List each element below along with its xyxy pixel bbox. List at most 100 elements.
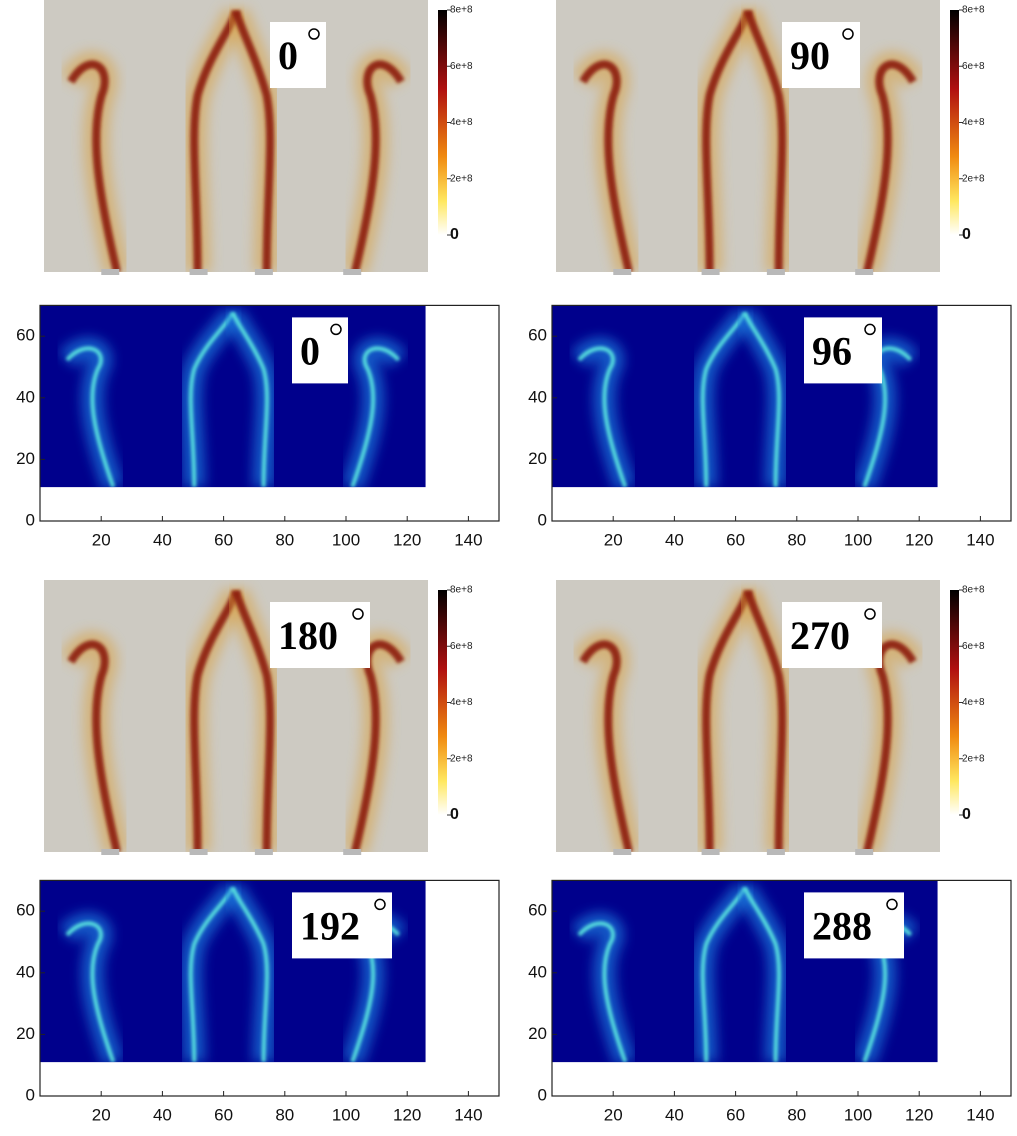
colorbar-tick-label: 8e+8 [962, 585, 985, 596]
x-tick-label: 60 [726, 530, 745, 549]
y-tick-label: 20 [528, 1024, 547, 1043]
x-tick-label: 20 [604, 1105, 623, 1124]
colorbar-tick-label: 6e+8 [450, 641, 473, 652]
colorbar-tick-label: 2e+8 [450, 173, 473, 184]
colorbar-tick-label: 0 [450, 226, 459, 243]
y-tick-label: 40 [528, 962, 547, 981]
x-tick-label: 120 [905, 530, 933, 549]
x-tick-label: 140 [966, 530, 994, 549]
x-tick-label: 80 [275, 1105, 294, 1124]
colorbar-tick-label: 4e+8 [962, 117, 985, 128]
y-tick-label: 60 [16, 901, 35, 920]
colorbar-tick-label: 2e+8 [962, 173, 985, 184]
x-tick-label: 60 [214, 1105, 233, 1124]
x-tick-label: 60 [726, 1105, 745, 1124]
nozzle [855, 269, 873, 275]
x-tick-label: 40 [153, 1105, 172, 1124]
y-tick-label: 60 [528, 326, 547, 345]
colorbar-tick-label: 8e+8 [450, 5, 473, 16]
y-tick-label: 0 [26, 510, 35, 529]
y-tick-label: 60 [528, 901, 547, 920]
x-tick-label: 20 [92, 1105, 111, 1124]
x-tick-label: 60 [214, 530, 233, 549]
x-tick-label: 100 [332, 1105, 360, 1124]
colorbar-tick-label: 2e+8 [450, 753, 473, 764]
nozzle [190, 849, 208, 855]
colorbar-tick-label: 6e+8 [450, 61, 473, 72]
y-tick-label: 40 [16, 387, 35, 406]
nozzle [343, 269, 361, 275]
experiment-panel: 20 40 60 80 100 120 140 0 20 40 60 0 [16, 305, 499, 549]
nozzle [101, 269, 119, 275]
angle-label: 90 [790, 33, 830, 78]
y-tick-label: 20 [16, 1024, 35, 1043]
x-tick-label: 140 [454, 530, 482, 549]
angle-label: 192 [300, 904, 360, 949]
simulation-panel: 8e+8 6e+8 4e+8 2e+8 0 90 [556, 0, 985, 275]
nozzle [767, 269, 785, 275]
colorbar [950, 590, 959, 815]
x-tick-label: 120 [905, 1105, 933, 1124]
x-tick-label: 140 [454, 1105, 482, 1124]
x-tick-label: 80 [787, 530, 806, 549]
nozzle [101, 849, 119, 855]
simulation-panel: 8e+8 6e+8 4e+8 2e+8 0 270 [556, 580, 985, 855]
colorbar-tick-label: 6e+8 [962, 61, 985, 72]
angle-label: 0 [278, 33, 298, 78]
colorbar-tick-label: 4e+8 [450, 697, 473, 708]
x-tick-label: 80 [275, 530, 294, 549]
angle-label: 180 [278, 613, 338, 658]
y-tick-label: 20 [528, 449, 547, 468]
angle-label: 270 [790, 613, 850, 658]
x-tick-label: 20 [92, 530, 111, 549]
nozzle [855, 849, 873, 855]
simulation-panel: 8e+8 6e+8 4e+8 2e+8 0 180 [44, 580, 473, 855]
colorbar [950, 10, 959, 235]
colorbar-tick-label: 0 [450, 806, 459, 823]
angle-label: 0 [300, 329, 320, 374]
y-tick-label: 40 [16, 962, 35, 981]
y-tick-label: 0 [26, 1085, 35, 1104]
x-tick-label: 40 [665, 530, 684, 549]
nozzle [702, 269, 720, 275]
angle-label: 96 [812, 329, 852, 374]
nozzle [767, 849, 785, 855]
x-tick-label: 40 [153, 530, 172, 549]
simulation-panel: 8e+8 6e+8 4e+8 2e+8 0 0 [44, 0, 473, 275]
y-tick-label: 60 [16, 326, 35, 345]
colorbar-tick-label: 0 [962, 806, 971, 823]
y-tick-label: 0 [538, 510, 547, 529]
colorbar-tick-label: 4e+8 [962, 697, 985, 708]
nozzle [702, 849, 720, 855]
x-tick-label: 20 [604, 530, 623, 549]
x-tick-label: 120 [393, 530, 421, 549]
angle-label: 288 [812, 904, 872, 949]
colorbar-tick-label: 6e+8 [962, 641, 985, 652]
experiment-panel: 20 40 60 80 100 120 140 0 20 40 60 96 [528, 305, 1011, 549]
x-tick-label: 80 [787, 1105, 806, 1124]
x-tick-label: 140 [966, 1105, 994, 1124]
y-tick-label: 20 [16, 449, 35, 468]
x-tick-label: 120 [393, 1105, 421, 1124]
x-tick-label: 100 [332, 530, 360, 549]
nozzle [613, 269, 631, 275]
experiment-panel: 204060801001201400204060288 [528, 880, 1011, 1124]
x-tick-label: 40 [665, 1105, 684, 1124]
x-tick-label: 100 [844, 1105, 872, 1124]
nozzle [255, 269, 273, 275]
nozzle [255, 849, 273, 855]
figure: 8e+8 6e+8 4e+8 2e+8 0 0 8e+8 6e+8 4e+8 2e+8 0 90 20 4… [0, 0, 1017, 1131]
colorbar-tick-label: 4e+8 [450, 117, 473, 128]
colorbar-tick-label: 8e+8 [962, 5, 985, 16]
nozzle [343, 849, 361, 855]
colorbar [438, 590, 447, 815]
nozzle [613, 849, 631, 855]
colorbar [438, 10, 447, 235]
y-tick-label: 40 [528, 387, 547, 406]
colorbar-tick-label: 0 [962, 226, 971, 243]
colorbar-tick-label: 2e+8 [962, 753, 985, 764]
experiment-panel: 20 40 60 80 100 120 140 0 20 40 60 192 [16, 880, 499, 1124]
nozzle [190, 269, 208, 275]
x-tick-label: 100 [844, 530, 872, 549]
colorbar-tick-label: 8e+8 [450, 585, 473, 596]
